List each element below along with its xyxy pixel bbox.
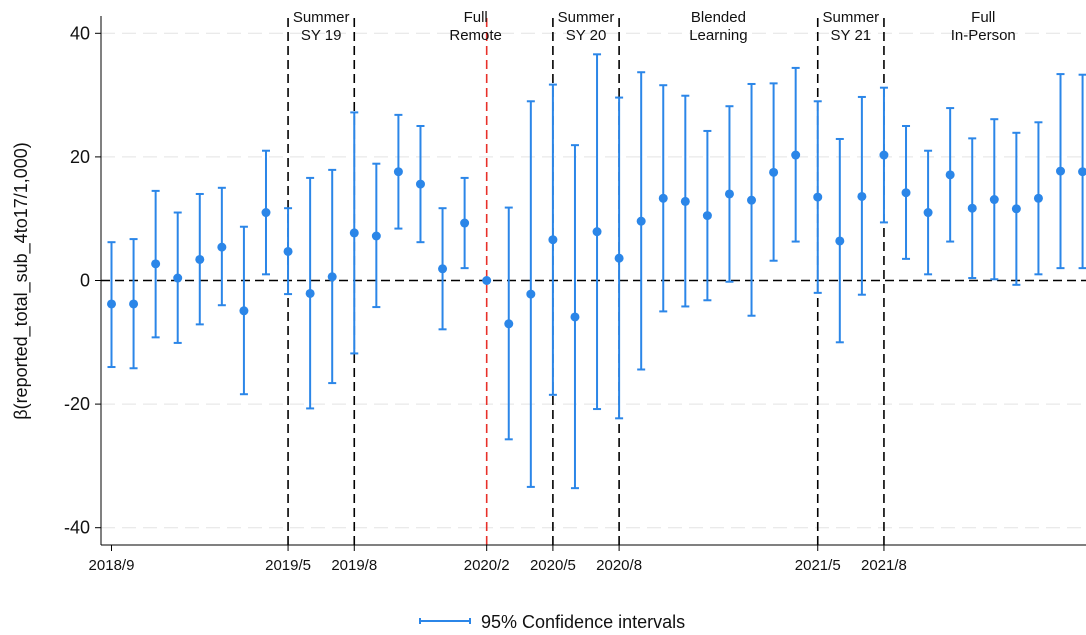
point-estimate-5 — [217, 242, 227, 252]
point-estimate-44 — [1078, 167, 1086, 177]
point-estimate-10 — [327, 272, 337, 282]
y-tick-label-4: 40 — [70, 23, 90, 43]
point-estimate-17 — [482, 276, 492, 285]
point-estimates — [107, 150, 1086, 329]
x-tick-label-6: 2021/5 — [795, 557, 841, 574]
period-label-2-line-1: SY 20 — [566, 27, 607, 44]
point-estimate-40 — [989, 195, 999, 205]
point-estimate-16 — [460, 218, 470, 228]
x-axis-ticks: 2018/9 2019/5 2019/8 2020/2 2020/5 2020/8 2021… — [89, 545, 907, 574]
point-estimate-26 — [680, 196, 690, 206]
point-estimate-21 — [570, 312, 580, 322]
point-estimate-41 — [1011, 204, 1021, 214]
point-estimate-43 — [1056, 166, 1066, 176]
point-estimate-24 — [636, 216, 646, 226]
y-axis-title: β(reported_total_sub_4to17/1,000) — [11, 142, 32, 420]
point-estimate-13 — [393, 167, 403, 177]
period-label-5-line-1: In-Person — [951, 27, 1016, 44]
y-axis-ticks: -40 -20 0 20 40 — [64, 23, 101, 538]
point-estimate-20 — [548, 235, 558, 245]
point-estimate-18 — [504, 319, 514, 329]
point-estimate-23 — [614, 253, 624, 263]
point-estimate-0 — [107, 299, 116, 309]
period-label-5-line-0: Full — [971, 9, 995, 26]
legend-ci-swatch — [419, 618, 471, 624]
point-estimate-19 — [526, 289, 536, 299]
point-estimate-32 — [813, 192, 823, 202]
period-label-2-line-0: Summer — [558, 9, 615, 26]
y-tick-label-0: -40 — [64, 518, 90, 538]
point-estimate-1 — [129, 299, 139, 309]
point-estimate-33 — [835, 236, 845, 246]
period-label-0-line-0: Summer — [293, 9, 350, 26]
point-estimate-4 — [195, 254, 205, 264]
point-estimate-34 — [857, 191, 867, 201]
x-tick-label-2: 2019/8 — [331, 557, 377, 574]
point-estimate-3 — [173, 273, 183, 283]
period-label-1-line-1: Remote — [449, 27, 502, 44]
point-estimate-15 — [438, 264, 448, 274]
point-estimate-22 — [592, 227, 602, 237]
point-estimate-42 — [1033, 193, 1043, 203]
y-tick-label-2: 0 — [80, 271, 90, 291]
point-estimate-7 — [261, 208, 271, 218]
period-label-3-line-0: Blended — [691, 9, 746, 26]
x-tick-label-0: 2018/9 — [89, 557, 135, 574]
x-tick-label-3: 2020/2 — [464, 557, 510, 574]
x-tick-label-5: 2020/8 — [596, 557, 642, 574]
point-estimate-9 — [305, 288, 315, 298]
point-estimate-12 — [371, 231, 381, 241]
legend: 95% Confidence intervals — [419, 612, 685, 632]
point-estimate-29 — [747, 195, 757, 205]
x-tick-label-1: 2019/5 — [265, 557, 311, 574]
grid-lines — [101, 32, 1086, 529]
x-tick-label-7: 2021/8 — [861, 557, 907, 574]
point-estimate-14 — [415, 179, 425, 189]
point-estimate-25 — [658, 193, 668, 203]
point-estimate-8 — [283, 246, 293, 256]
point-estimate-11 — [349, 228, 359, 238]
period-divider-lines — [287, 18, 885, 545]
x-tick-label-4: 2020/5 — [530, 557, 576, 574]
legend-label: 95% Confidence intervals — [481, 612, 685, 632]
period-label-4-line-0: Summer — [823, 9, 880, 26]
point-estimate-6 — [239, 306, 249, 316]
point-estimate-27 — [702, 211, 712, 221]
point-estimate-38 — [945, 170, 955, 180]
y-tick-label-1: -20 — [64, 394, 90, 414]
period-label-0-line-1: SY 19 — [301, 27, 342, 44]
point-estimate-36 — [901, 188, 911, 198]
point-estimate-37 — [923, 208, 933, 218]
period-label-4-line-1: SY 21 — [831, 27, 872, 44]
period-label-3-line-1: Learning — [689, 27, 747, 44]
point-estimate-31 — [791, 150, 801, 160]
period-label-1-line-0: Full — [464, 9, 488, 26]
y-tick-label-3: 20 — [70, 147, 90, 167]
point-estimate-28 — [724, 189, 734, 199]
point-estimate-2 — [151, 259, 161, 269]
point-estimate-30 — [769, 167, 779, 177]
point-estimate-35 — [879, 150, 889, 160]
confidence-interval-bars — [107, 53, 1086, 490]
point-estimate-39 — [967, 203, 977, 213]
